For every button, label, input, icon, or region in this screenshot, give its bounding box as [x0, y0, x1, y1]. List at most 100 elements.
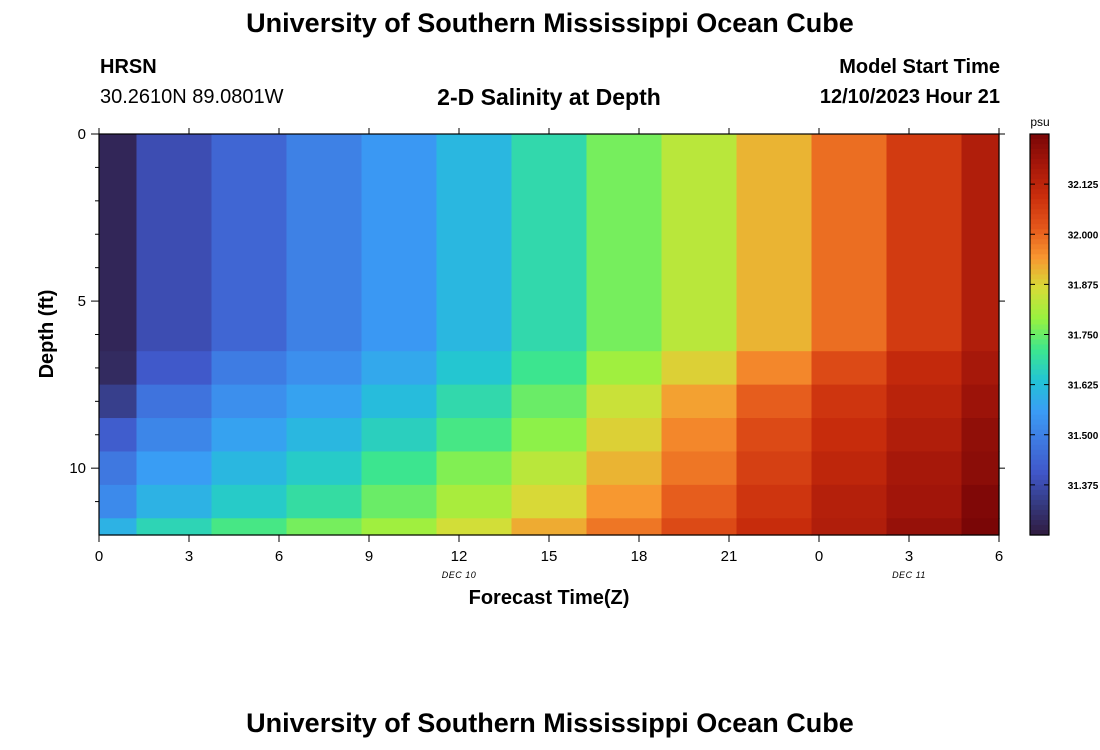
- heatmap-cell: [511, 134, 588, 352]
- colorbar-segment: [1030, 149, 1049, 155]
- colorbar-segment: [1030, 279, 1049, 285]
- y-axis: 0 5 10: [69, 126, 1005, 503]
- station-coordinates: 30.2610N 89.0801W: [100, 86, 284, 108]
- colorbar-segment: [1030, 289, 1049, 295]
- colorbar-segment: [1030, 174, 1049, 180]
- heatmap-cell: [661, 384, 738, 419]
- station-code: HRSN: [100, 56, 157, 78]
- heatmap-cell: [211, 351, 288, 386]
- heatmap-cell: [961, 134, 1000, 352]
- heatmap-cell: [361, 351, 438, 386]
- colorbar-segment: [1030, 339, 1049, 346]
- colorbar-segment: [1030, 324, 1049, 331]
- x-tick-label: 0: [815, 548, 823, 565]
- heatmap-cell: [586, 134, 663, 352]
- heatmap-cell: [436, 351, 513, 386]
- heatmap-cell: [136, 451, 213, 486]
- colorbar-segment: [1030, 329, 1049, 336]
- heatmap-cell: [286, 451, 363, 486]
- colorbar-segment: [1030, 449, 1049, 456]
- heatmap-cell: [99, 484, 138, 519]
- heatmap-cell: [961, 384, 1000, 419]
- x-tick-label: 6: [275, 548, 283, 565]
- colorbar-segment: [1030, 189, 1049, 195]
- colorbar-segment: [1030, 359, 1049, 366]
- colorbar-segment: [1030, 224, 1049, 230]
- heatmap-cell: [211, 134, 288, 352]
- heatmap-cell: [886, 484, 963, 519]
- heatmap-cell: [211, 384, 288, 419]
- colorbar-segment: [1030, 419, 1049, 426]
- colorbar-segment: [1030, 169, 1049, 175]
- heatmap-cell: [436, 418, 513, 453]
- heatmap-cell: [361, 134, 438, 352]
- colorbar-segment: [1030, 184, 1049, 190]
- heatmap-cell: [886, 134, 963, 352]
- heatmap-cell: [811, 134, 888, 352]
- heatmap-cell: [961, 484, 1000, 519]
- heatmap-cell: [136, 518, 213, 536]
- colorbar-segment: [1030, 414, 1049, 421]
- colorbar-segment: [1030, 474, 1049, 481]
- colorbar-tick-label: 31.375: [1068, 481, 1099, 492]
- colorbar-segment: [1030, 514, 1049, 521]
- heatmap-cell: [436, 384, 513, 419]
- colorbar-segment: [1030, 354, 1049, 361]
- colorbar-segment: [1030, 334, 1049, 341]
- heatmap-cell: [736, 384, 813, 419]
- colorbar-segment: [1030, 494, 1049, 501]
- heatmap-cells: [99, 134, 1000, 536]
- colorbar-tick-label: 31.500: [1068, 431, 1099, 442]
- heatmap-cell: [586, 518, 663, 536]
- colorbar-segment: [1030, 499, 1049, 506]
- colorbar-segment: [1030, 274, 1049, 280]
- heatmap-cell: [586, 451, 663, 486]
- heatmap-cell: [661, 134, 738, 352]
- heatmap-cell: [286, 384, 363, 419]
- colorbar-tick-label: 31.875: [1068, 280, 1099, 291]
- colorbar-segment: [1030, 524, 1049, 531]
- heatmap-cell: [211, 451, 288, 486]
- heatmap-cell: [811, 384, 888, 419]
- colorbar-segment: [1030, 209, 1049, 215]
- colorbar-segment: [1030, 344, 1049, 351]
- heatmap-cell: [886, 351, 963, 386]
- colorbar: 31.375 31.500 31.625 31.750 31.875 32.000 32.1…: [1029, 133, 1099, 536]
- heatmap-cell: [661, 418, 738, 453]
- colorbar-segment: [1030, 364, 1049, 371]
- colorbar-segment: [1030, 439, 1049, 446]
- x-tick-label: 6: [995, 548, 1003, 565]
- colorbar-segment: [1030, 139, 1049, 145]
- colorbar-segment: [1030, 519, 1049, 526]
- heatmap-cell: [961, 418, 1000, 453]
- heatmap-cell: [736, 134, 813, 352]
- x-tick-label: 12: [451, 548, 468, 565]
- colorbar-segment: [1030, 284, 1049, 290]
- colorbar-segment: [1030, 134, 1049, 140]
- colorbar-segment: [1030, 429, 1049, 436]
- heatmap-cell: [211, 484, 288, 519]
- heatmap-cell: [136, 384, 213, 419]
- colorbar-segment: [1030, 199, 1049, 205]
- colorbar-segment: [1030, 424, 1049, 431]
- heatmap-cell: [511, 384, 588, 419]
- y-tick-label: 0: [78, 126, 86, 143]
- heatmap-cell: [99, 418, 138, 453]
- x-tick-label: 0: [95, 548, 103, 565]
- heatmap-cell: [286, 518, 363, 536]
- heatmap-cell: [811, 351, 888, 386]
- colorbar-segment: [1030, 254, 1049, 260]
- heatmap-cell: [586, 418, 663, 453]
- colorbar-segment: [1030, 294, 1049, 301]
- colorbar-segment: [1030, 454, 1049, 461]
- colorbar-segment: [1030, 529, 1049, 536]
- heatmap-cell: [886, 384, 963, 419]
- colorbar-segment: [1030, 404, 1049, 411]
- heatmap-cell: [811, 451, 888, 486]
- heatmap-cell: [211, 518, 288, 536]
- heatmap-cell: [136, 418, 213, 453]
- heatmap-cell: [361, 384, 438, 419]
- colorbar-segment: [1030, 314, 1049, 321]
- heatmap-cell: [511, 418, 588, 453]
